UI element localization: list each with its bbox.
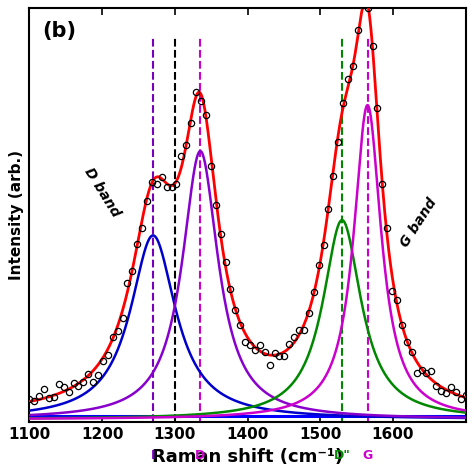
Y-axis label: Intensity (arb.): Intensity (arb.) [9, 150, 24, 280]
X-axis label: Raman shift (cm⁻¹): Raman shift (cm⁻¹) [152, 447, 343, 465]
Text: G band: G band [398, 196, 439, 250]
Text: I: I [151, 449, 155, 462]
Text: D": D" [334, 449, 350, 462]
Text: D band: D band [82, 165, 123, 219]
Text: (b): (b) [43, 21, 76, 41]
Text: G: G [363, 449, 373, 462]
Text: D: D [195, 449, 205, 462]
